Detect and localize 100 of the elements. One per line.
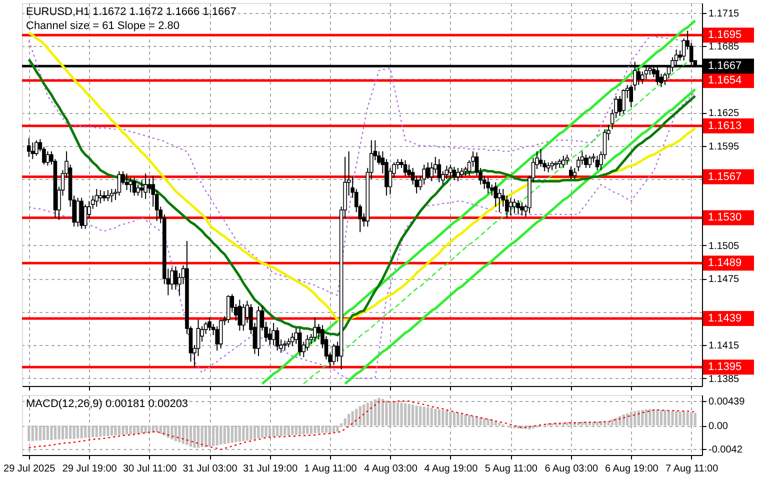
bar bbox=[58, 426, 60, 440]
bar bbox=[476, 416, 478, 426]
candlestick bbox=[561, 155, 566, 168]
bar bbox=[460, 414, 464, 426]
bar bbox=[317, 426, 320, 434]
bar bbox=[178, 426, 181, 442]
candlestick bbox=[132, 177, 136, 196]
candlestick bbox=[218, 319, 223, 349]
candlestick bbox=[124, 172, 129, 191]
candlestick bbox=[486, 177, 490, 194]
bar bbox=[596, 422, 599, 426]
bar bbox=[118, 426, 121, 435]
line-series bbox=[344, 88, 696, 386]
bar bbox=[99, 426, 102, 437]
bar bbox=[694, 412, 696, 426]
bar bbox=[408, 404, 410, 426]
candlestick bbox=[238, 299, 242, 332]
bar bbox=[328, 426, 332, 432]
bar bbox=[332, 426, 336, 432]
candlestick bbox=[584, 154, 588, 168]
bar bbox=[637, 410, 640, 426]
bar bbox=[189, 426, 192, 447]
bar bbox=[132, 426, 136, 434]
bar bbox=[28, 426, 30, 442]
bar bbox=[68, 426, 72, 439]
bar bbox=[422, 406, 426, 426]
bar bbox=[84, 426, 87, 438]
bar bbox=[336, 426, 339, 432]
bar bbox=[434, 408, 437, 426]
y-tick-label: -0.0042 bbox=[708, 444, 743, 456]
bar bbox=[456, 412, 460, 426]
ref-line-label: 1.1489 bbox=[708, 257, 742, 270]
bar bbox=[61, 426, 64, 440]
bar bbox=[607, 421, 610, 426]
x-tick-label: 7 Aug 11:00 bbox=[666, 464, 719, 474]
bar bbox=[140, 426, 144, 434]
x-tick-label: 30 Jul 11:00 bbox=[122, 464, 178, 474]
bar bbox=[370, 401, 373, 426]
bar bbox=[483, 418, 486, 426]
candlestick bbox=[538, 148, 543, 168]
bar bbox=[92, 426, 94, 438]
bar bbox=[110, 426, 113, 436]
chart-title: EURUSD,H1 1.1672 1.1672 1.1666 1.1667 bbox=[26, 6, 236, 18]
bar bbox=[156, 426, 158, 432]
y-tick-label: 1.1625 bbox=[708, 108, 740, 120]
candlestick bbox=[136, 184, 140, 196]
bar bbox=[114, 426, 117, 436]
candlestick bbox=[448, 164, 452, 178]
candlestick bbox=[147, 178, 152, 194]
bar bbox=[280, 426, 282, 436]
bar bbox=[38, 426, 42, 441]
candlestick bbox=[94, 188, 99, 208]
candlestick bbox=[403, 160, 408, 176]
candlestick bbox=[516, 200, 520, 215]
bar bbox=[378, 398, 380, 426]
bar bbox=[216, 426, 218, 446]
candlestick bbox=[272, 322, 276, 346]
bar bbox=[452, 412, 456, 426]
bar bbox=[667, 410, 670, 426]
bar bbox=[220, 426, 222, 444]
bar bbox=[374, 399, 376, 426]
bar bbox=[392, 402, 396, 426]
bar bbox=[690, 412, 693, 426]
bar bbox=[321, 426, 324, 433]
bar bbox=[351, 411, 354, 426]
candlestick bbox=[117, 170, 122, 196]
x-tick-label: 6 Aug 03:00 bbox=[544, 464, 599, 474]
bar bbox=[268, 426, 272, 437]
candlestick bbox=[456, 167, 460, 182]
bar bbox=[186, 426, 188, 445]
bar bbox=[445, 410, 448, 426]
y-tick-label: 1.1685 bbox=[708, 42, 740, 53]
ref-line-label: 1.1439 bbox=[708, 312, 742, 324]
bar bbox=[102, 426, 106, 436]
candlestick bbox=[313, 316, 317, 342]
bar bbox=[264, 426, 268, 438]
x-tick-label: 5 Aug 11:00 bbox=[484, 464, 538, 474]
x-tick-label: 4 Aug 19:00 bbox=[424, 464, 478, 474]
candlestick bbox=[226, 294, 230, 324]
y-tick-label: 0.00 bbox=[708, 421, 728, 432]
candlestick bbox=[546, 162, 550, 173]
candlestick bbox=[497, 188, 502, 213]
y-tick-label: 0.00439 bbox=[708, 396, 746, 408]
y-tick-label: 1.1595 bbox=[708, 141, 740, 152]
ref-line-label: 1.1567 bbox=[708, 170, 742, 183]
bar bbox=[634, 411, 636, 426]
bar bbox=[648, 408, 652, 426]
y-tick-label: 1.1505 bbox=[708, 240, 740, 252]
bar bbox=[314, 426, 316, 434]
bar bbox=[272, 426, 275, 437]
x-tick-label: 6 Aug 19:00 bbox=[604, 464, 659, 474]
candlestick bbox=[512, 198, 516, 214]
candlestick bbox=[298, 328, 302, 357]
bar bbox=[385, 400, 388, 426]
bar bbox=[50, 426, 53, 440]
bar bbox=[404, 403, 407, 426]
y-tick-label: 1.1415 bbox=[708, 340, 740, 352]
bar bbox=[630, 412, 632, 426]
candlestick bbox=[140, 180, 144, 198]
bar bbox=[660, 410, 663, 426]
